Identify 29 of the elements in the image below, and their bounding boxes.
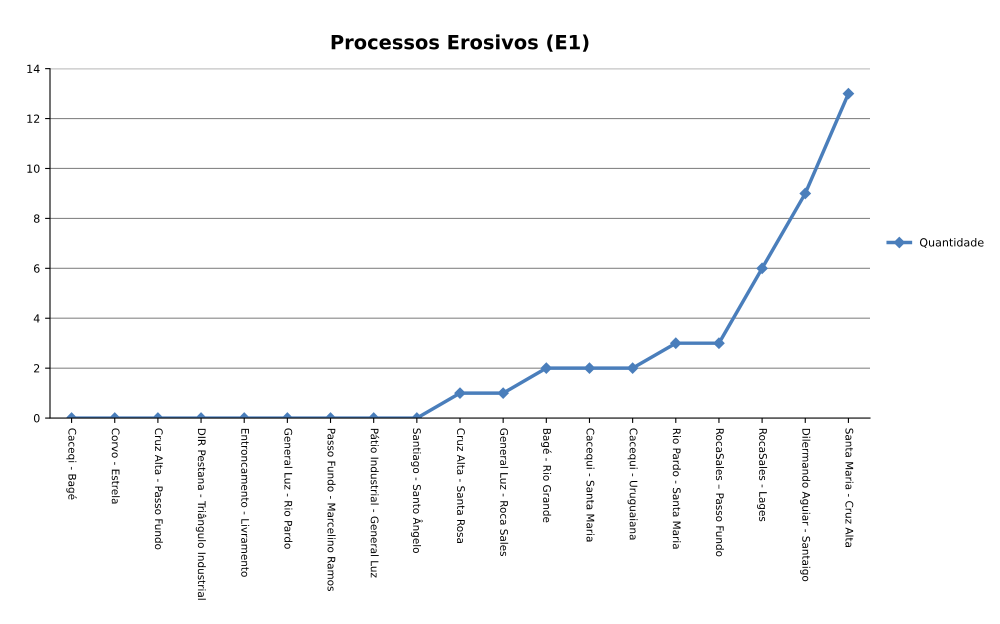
x-tick-label: Pátio Industrial - General Luz [370,428,380,578]
x-tick-label: Passo Fundo - Marcelino Ramos [328,428,336,591]
legend-label: Quantidade [920,238,984,248]
y-tick-label: 4 [34,314,40,322]
x-tick-label: RocaSales – Passo Fundo [716,428,724,556]
y-tick-label: 6 [34,264,40,273]
y-tick-label: 8 [34,214,40,223]
y-tick-label: 12 [27,114,40,123]
x-tick-label: General Luz - Rio Pardo [284,428,292,549]
x-tick-label: RocaSales - Lages [757,428,768,522]
y-tick-label: 2 [34,364,40,372]
x-tick-label: Cruz Alta - Passo Fundo [154,428,163,550]
x-tick-label: Cacequi - Santa Maria [584,428,595,542]
x-tick-label: Caceqi - Bagé [66,428,77,500]
y-tick-label: 0 [34,414,40,422]
y-tick-label: 14 [27,64,40,73]
x-tick-label: Rio Pardo - Santa Maria [672,428,681,549]
x-tick-label: Santa Maria - Cruz Alta [845,428,854,547]
x-tick-label: Corvo - Estrela [112,428,120,504]
chart-title: Processos Erosivos (E1) [332,34,588,52]
x-tick-label: Cacequi - Uruguaiana [628,428,638,540]
x-tick-label: Cruz Alta - Santa Rosa [456,428,466,543]
x-tick-label: DIR Pestana - Triângulo Industrial [196,428,206,600]
x-tick-label: Bagé - Rio Grande [541,428,552,522]
x-tick-label: General Luz - Roca Sales [500,428,508,556]
y-tick-label: 10 [27,164,40,173]
x-tick-label: Entroncamento - Livramento [241,428,250,577]
x-tick-label: Santiago - Santo Ângelo [410,428,423,553]
x-tick-label: Dilermando Aguiar - Santaigo [800,428,810,582]
